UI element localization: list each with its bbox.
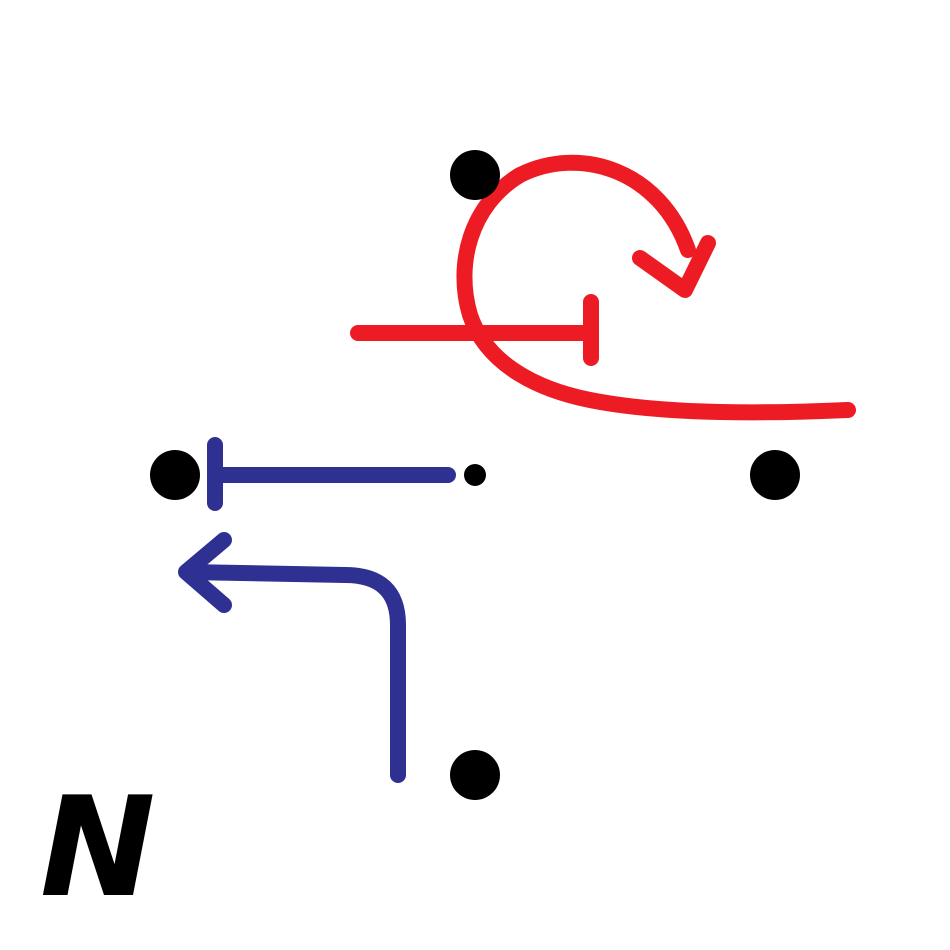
node-center [464,464,486,486]
blue-arrowhead-icon [178,532,232,613]
red-blocked-line [350,294,599,366]
red-arrowhead-icon [632,235,716,298]
blue-blocked-line [207,437,456,511]
red-u-turn-arrow [456,154,856,421]
node-north [450,150,500,200]
compass-label: N [40,767,156,928]
node-west [150,450,200,500]
node-east [750,450,800,500]
blue-left-turn-arrow [178,532,406,783]
node-south [450,750,500,800]
